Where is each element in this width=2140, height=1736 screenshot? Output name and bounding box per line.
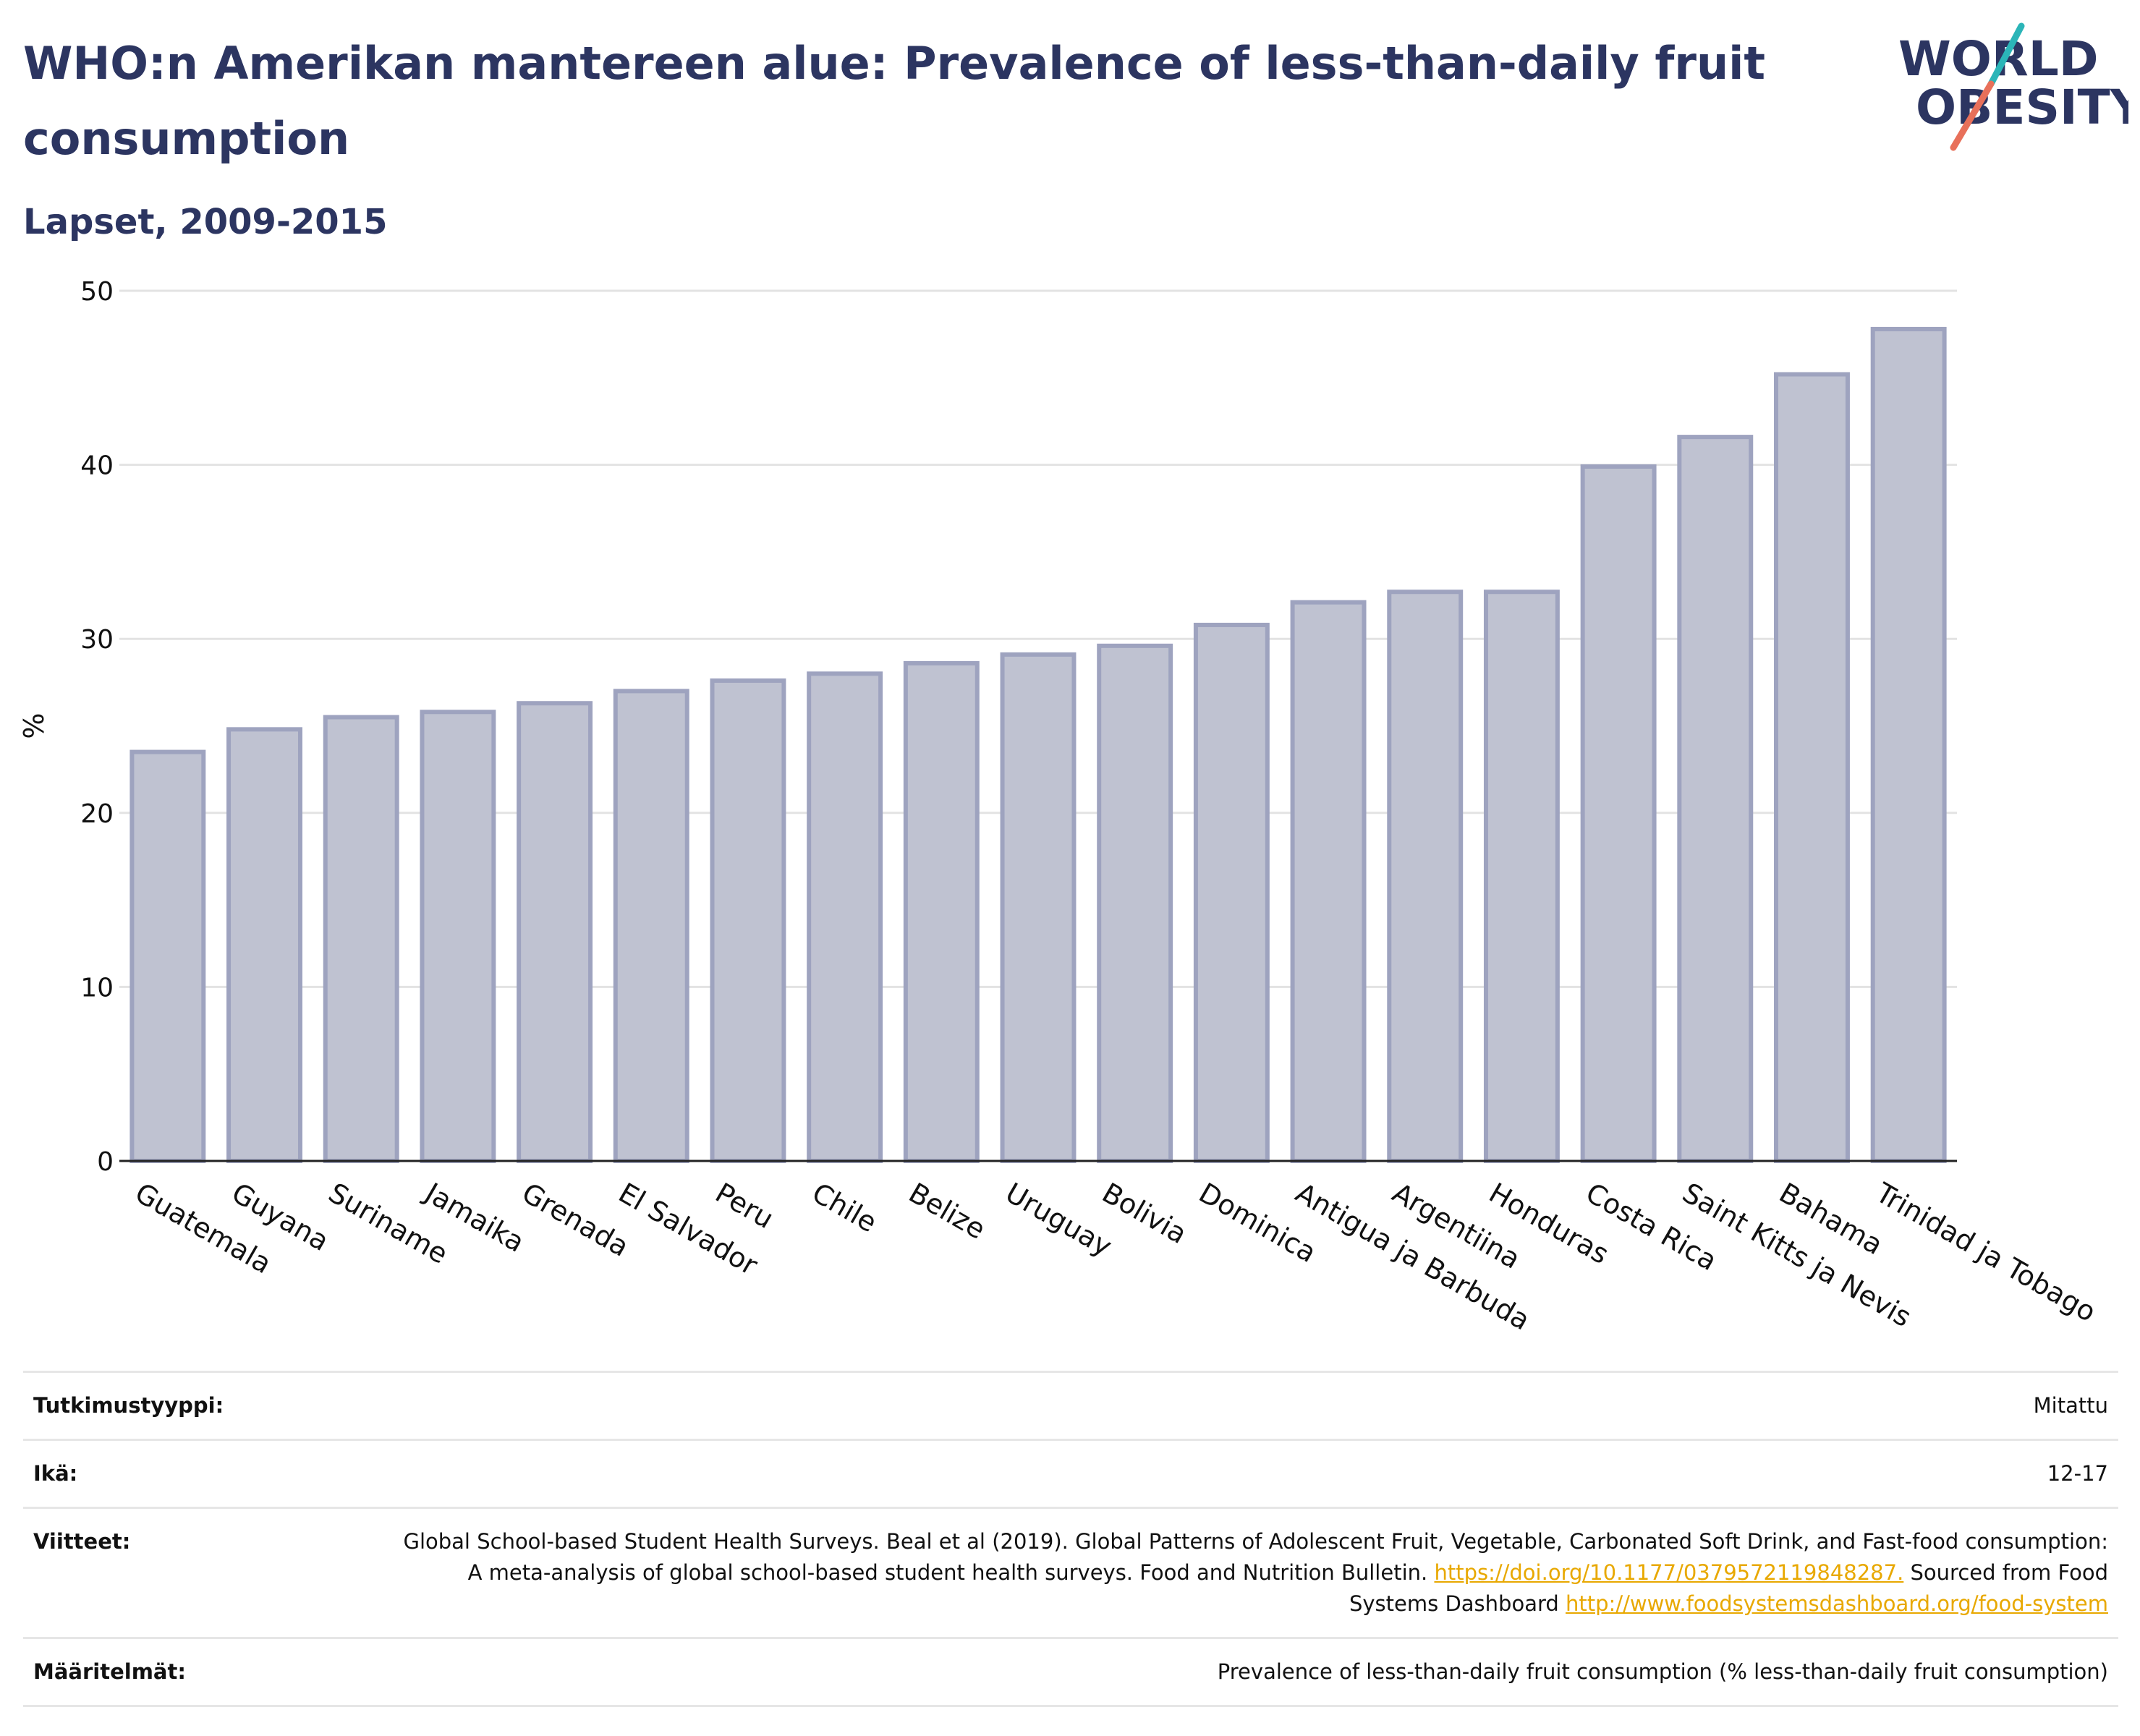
y-axis-title: % (18, 712, 50, 739)
y-tick-label: 50 (80, 277, 114, 307)
bar-chart: 0 10 20 30 40 50 GuatemalaGuyanaSurinameJamai… (18, 277, 2102, 1331)
x-tick-label: Belize (904, 1177, 991, 1246)
bar (1000, 652, 1077, 1163)
world-obesity-logo: WORLD OBESITY (1898, 22, 2128, 151)
doi-link[interactable]: https://doi.org/10.1177/0379572119848287… (1434, 1560, 1904, 1585)
y-tick-label: 30 (80, 625, 114, 655)
bars (129, 326, 1947, 1164)
bar (903, 660, 980, 1163)
bar (613, 689, 689, 1163)
bar (226, 727, 302, 1163)
bar (129, 749, 206, 1163)
food-systems-link[interactable]: http://www.foodsystemsdashboard.org/food… (1566, 1591, 2108, 1616)
references-text: Global School-based Student Health Surve… (403, 1529, 2108, 1585)
page-subtitle: Lapset, 2009-2015 (23, 202, 388, 242)
x-tick-label: Chile (807, 1177, 882, 1239)
logo-line-1: WORLD (1898, 31, 2099, 87)
y-tick-label: 0 (97, 1147, 114, 1177)
table-row-definitions: Määritelmät: Prevalence of less-than-dai… (23, 1637, 2118, 1707)
table-row-study-type: Tutkimustyyppi: Mitattu (23, 1371, 2118, 1441)
bar (1677, 435, 1754, 1163)
logo-line-2: OBESITY (1916, 80, 2128, 135)
references-value: Global School-based Student Health Surve… (391, 1507, 2118, 1639)
bar (517, 701, 593, 1163)
bar (1580, 464, 1657, 1164)
table-row-age: Ikä: 12-17 (23, 1439, 2118, 1509)
y-tick-label: 20 (80, 799, 114, 829)
bar (1097, 643, 1173, 1163)
bar (1290, 600, 1367, 1163)
study-type-value: Mitattu (391, 1371, 2118, 1441)
bar (807, 671, 883, 1163)
bar (710, 678, 786, 1163)
definitions-label: Määritelmät: (23, 1637, 391, 1707)
study-type-label: Tutkimustyyppi: (23, 1371, 391, 1441)
x-tick-label: Peru (710, 1177, 778, 1235)
y-tick-label: 10 (80, 973, 114, 1003)
logo-slash-red (1950, 80, 1995, 151)
bar (420, 710, 496, 1163)
y-tick-labels: 0 10 20 30 40 50 (80, 277, 114, 1177)
x-tick-labels: GuatemalaGuyanaSurinameJamaikaGrenadaEl … (129, 1176, 2101, 1331)
metadata-table: Tutkimustyyppi: Mitattu Ikä: 12-17 Viitt… (23, 1371, 2118, 1707)
y-tick-label: 40 (80, 451, 114, 481)
bar (323, 715, 399, 1163)
age-label: Ikä: (23, 1439, 391, 1509)
bar (1387, 590, 1464, 1164)
page-title: WHO:n Amerikan mantereen alue: Prevalenc… (23, 37, 1766, 165)
bar (1483, 590, 1560, 1164)
logo-slash-teal (1987, 22, 2025, 88)
bar (1193, 622, 1270, 1163)
definitions-value: Prevalence of less-than-daily fruit cons… (391, 1637, 2118, 1707)
bar (1774, 372, 1850, 1163)
table-row-references: Viitteet: Global School-based Student He… (23, 1507, 2118, 1639)
bar (1870, 326, 1947, 1163)
x-tick-label: Grenada (517, 1177, 634, 1263)
x-tick-label: Uruguay (1001, 1177, 1118, 1263)
references-label: Viitteet: (23, 1507, 391, 1639)
age-value: 12-17 (391, 1439, 2118, 1509)
references-source-text: Sourced from Food Systems Dashboard (1349, 1560, 2108, 1616)
